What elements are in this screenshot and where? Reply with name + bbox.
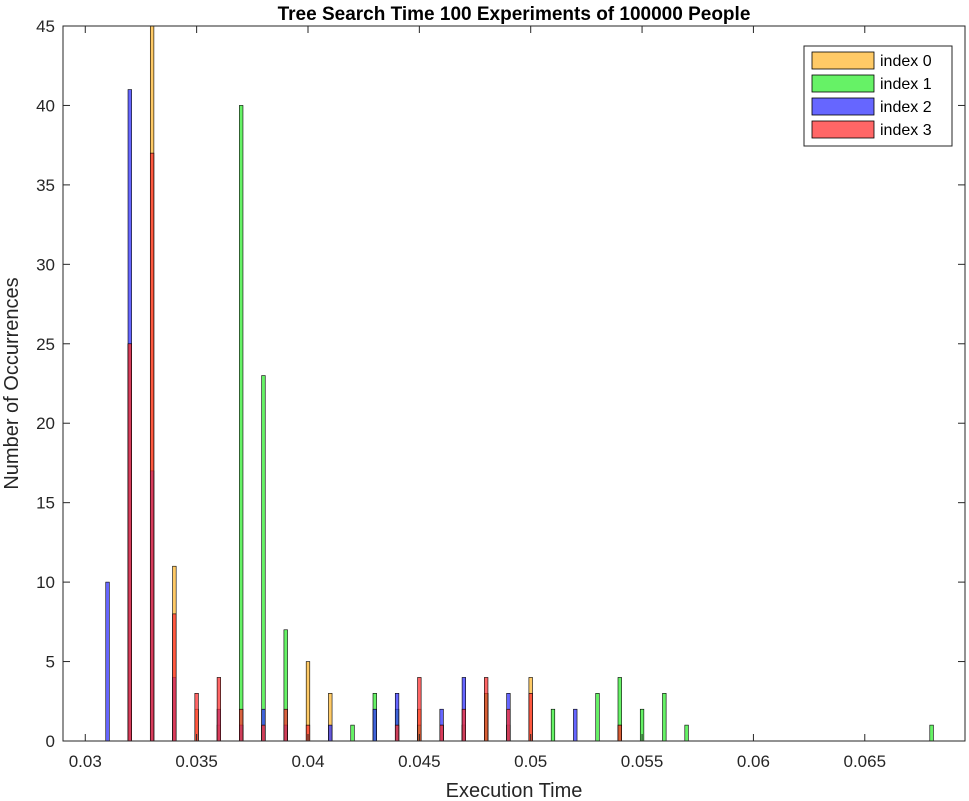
bar-series-2-0	[105, 581, 110, 742]
legend-swatch-0	[811, 51, 875, 70]
bar-series-3-11	[439, 724, 444, 742]
x-tick-label: 0.045	[398, 752, 441, 771]
bar-series-1-15	[684, 724, 689, 742]
bar-series-3-14	[506, 708, 511, 742]
y-tick-label: 20	[36, 414, 55, 433]
bar-series-3-15	[528, 693, 533, 742]
bar-series-1-14	[662, 693, 667, 742]
bar-series-3-9	[394, 724, 400, 742]
legend-label-1: index 1	[880, 76, 932, 93]
legend-label-2: index 2	[880, 99, 932, 116]
bar-series-3-12	[461, 708, 466, 742]
legend-swatch-1	[811, 74, 875, 93]
bar-group	[105, 25, 934, 742]
y-tick-label: 0	[46, 732, 55, 751]
x-tick-label: 0.035	[175, 752, 218, 771]
y-tick-label: 35	[36, 176, 55, 195]
y-tick-label: 30	[36, 255, 55, 274]
x-tick-label: 0.05	[514, 752, 547, 771]
bar-series-3-3	[194, 693, 199, 742]
bar-series-1-0	[239, 105, 244, 742]
bar-series-2-9	[372, 708, 377, 742]
bar-series-3-16	[617, 724, 622, 742]
x-tick-label: 0.06	[737, 752, 770, 771]
chart-title: Tree Search Time 100 Experiments of 1000…	[278, 4, 751, 25]
x-tick-label: 0.03	[69, 752, 102, 771]
axes-frame	[62, 25, 966, 742]
bar-series-1-10	[550, 708, 556, 742]
bar-series-3-1	[149, 152, 155, 742]
bar-series-2-14	[573, 708, 578, 742]
bar-series-1-3	[350, 724, 355, 742]
bar-series-3-6	[261, 724, 266, 742]
bar-series-1-11	[595, 693, 600, 742]
bar-series-3-4	[216, 677, 222, 742]
x-tick-label: 0.055	[621, 752, 664, 771]
y-tick-label: 40	[36, 96, 55, 115]
x-axis-label: Execution Time	[446, 780, 583, 801]
x-tick-label: 0.065	[844, 752, 887, 771]
y-tick-label: 15	[36, 494, 55, 513]
bar-series-3-0	[127, 343, 132, 742]
legend: index 0 index 1 index 2 index 3	[803, 45, 953, 147]
y-tick-label: 45	[36, 17, 55, 36]
legend-swatch-2	[811, 97, 875, 116]
y-axis-ticks: 0 5 10 15 20 25 30 35 40 45	[36, 17, 965, 751]
x-tick-label: 0.04	[291, 752, 324, 771]
y-tick-label: 10	[36, 573, 55, 592]
bar-series-3-7	[283, 708, 288, 742]
legend-label-0: index 0	[880, 53, 932, 70]
y-tick-label: 5	[46, 653, 55, 672]
x-axis-ticks: 0.03 0.035 0.04 0.045 0.05 0.055 0.06 0.065	[69, 26, 886, 771]
bar-series-3-10	[417, 677, 422, 742]
y-axis-label: Number of Occurrences	[1, 277, 23, 489]
bar-series-2-8	[328, 724, 333, 742]
bar-series-3-2	[172, 613, 177, 742]
bar-series-1-1	[261, 375, 266, 742]
bar-series-3-5	[239, 708, 244, 742]
legend-label-3: index 3	[880, 122, 932, 139]
bar-series-1-16	[929, 724, 934, 742]
y-tick-label: 25	[36, 335, 55, 354]
legend-swatch-3	[811, 120, 875, 139]
bar-series-3-13	[484, 677, 489, 742]
